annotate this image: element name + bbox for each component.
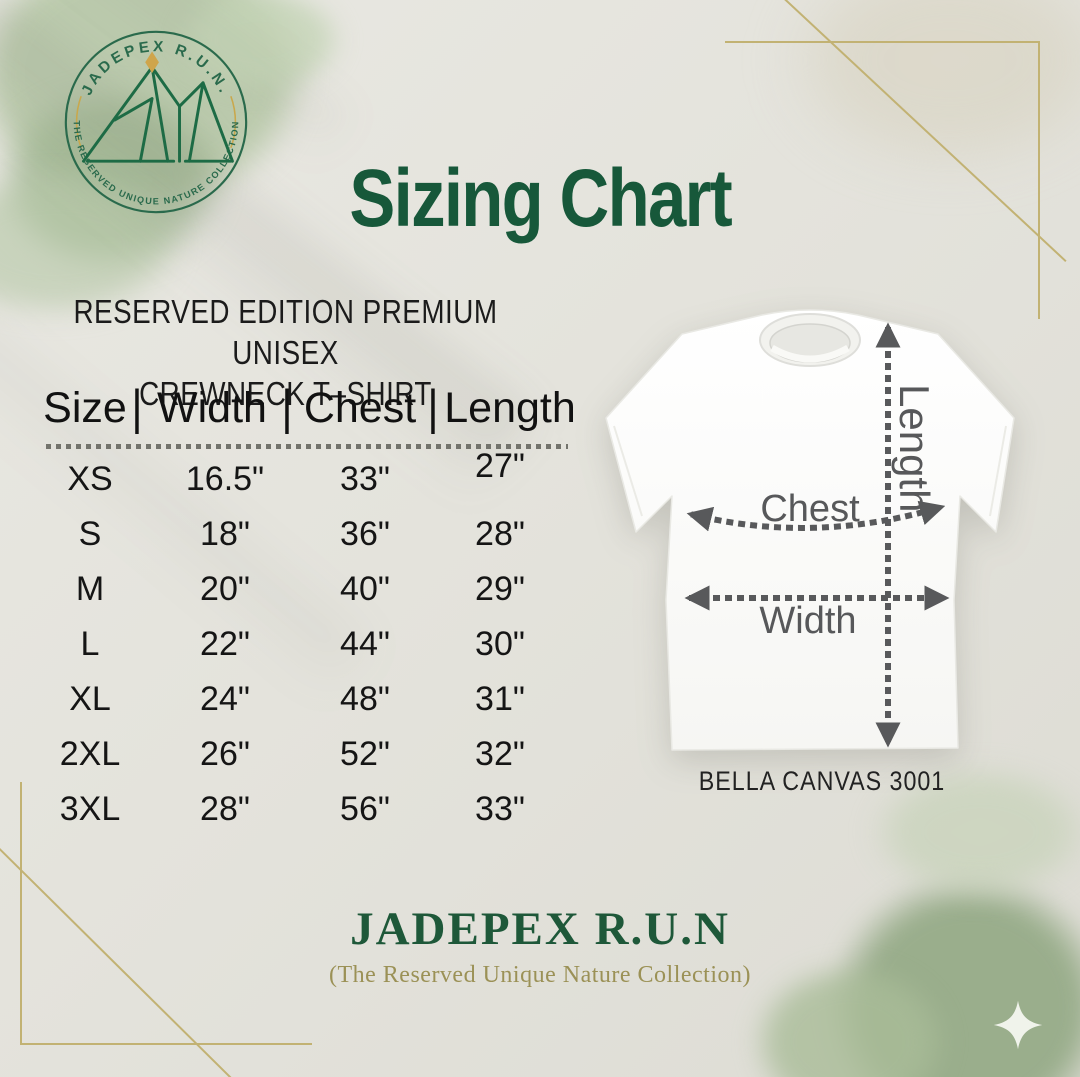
cell-width: 22" xyxy=(200,625,250,663)
brand-logo-badge: JADEPEX R.U.N. THE RESERVED UNIQUE NATUR… xyxy=(58,24,254,220)
header-separator: | xyxy=(131,380,143,436)
table-row-s: S 18" 36" 28" xyxy=(40,507,580,562)
gold-line-bottom-left-vertical xyxy=(20,782,22,1045)
footer-tagline: (The Reserved Unique Nature Collection) xyxy=(328,962,752,988)
sleeve-seam-left xyxy=(613,425,643,517)
cell-width: 28" xyxy=(200,790,250,828)
cell-width: 24" xyxy=(200,680,250,718)
cell-size: XS xyxy=(67,460,113,498)
cell-size: M xyxy=(75,570,105,608)
sparkle-icon xyxy=(990,997,1046,1053)
chest-label: Chest xyxy=(760,488,860,530)
logo-outer-ring xyxy=(64,30,248,214)
gold-line-top-right-diagonal xyxy=(783,0,1067,263)
cell-chest: 52" xyxy=(340,735,390,773)
footer-brand-name: JADEPEX R.U.N xyxy=(350,903,730,955)
column-header-length: Length xyxy=(444,384,576,432)
size-table-header: Size | Width | Chest | Length xyxy=(40,380,580,435)
cell-size: XL xyxy=(69,680,111,718)
collar-front-band xyxy=(770,344,850,363)
product-heading-line1: RESERVED EDITION PREMIUM UNISEX xyxy=(73,294,498,372)
cell-chest: 44" xyxy=(340,625,390,663)
chest-arrow-line xyxy=(686,500,946,532)
header-separator: | xyxy=(427,380,439,436)
cell-size: S xyxy=(78,515,102,553)
cell-length: 27" xyxy=(475,447,525,485)
sleeve-seam-right xyxy=(989,425,1007,517)
gold-line-top-right-vertical xyxy=(1038,41,1040,319)
table-row-3xl: 3XL 28" 56" 33" xyxy=(40,782,580,837)
cell-size: 3XL xyxy=(59,790,121,828)
column-header-width: Width xyxy=(157,384,267,432)
column-header-chest: Chest xyxy=(303,384,417,432)
cell-width: 20" xyxy=(200,570,250,608)
cell-width: 18" xyxy=(200,515,250,553)
table-row-xl: XL 24" 48" 31" xyxy=(40,672,580,727)
table-row-xs: XS 16.5" 33" 27" xyxy=(40,447,580,507)
cell-length: 32" xyxy=(475,735,525,773)
length-label: Length xyxy=(891,384,938,513)
logo-gold-arc-right xyxy=(230,95,237,149)
fabric-note: BELLA CANVAS 3001 xyxy=(699,766,946,797)
width-label: Width xyxy=(759,600,857,642)
table-row-l: L 22" 44" 30" xyxy=(40,617,580,672)
cell-length: 30" xyxy=(475,625,525,663)
watercolor-blob-bottom-right-mid xyxy=(720,937,980,1077)
logo-arc-bottom-text: THE RESERVED UNIQUE NATURE COLLECTION xyxy=(72,120,241,206)
cell-chest: 36" xyxy=(340,515,390,553)
product-heading-line2: CREWNECK T–SHIRT xyxy=(139,376,432,413)
cell-length: 31" xyxy=(475,680,525,718)
size-table: XS 16.5" 33" 27" S 18" 36" 28" M 20" 40"… xyxy=(40,447,580,837)
table-row-m: M 20" 40" 29" xyxy=(40,562,580,617)
watercolor-tint-top-right xyxy=(740,0,1080,200)
cell-chest: 33" xyxy=(340,460,390,498)
dotted-divider xyxy=(46,444,568,449)
gold-line-top-right-horizontal xyxy=(725,41,1040,43)
cell-chest: 48" xyxy=(340,680,390,718)
cell-length: 29" xyxy=(475,570,525,608)
cell-chest: 40" xyxy=(340,570,390,608)
page-title: Sizing Chart xyxy=(349,153,732,244)
header-separator: | xyxy=(281,380,293,436)
cell-size: L xyxy=(80,625,100,663)
gold-line-bottom-left-horizontal xyxy=(20,1043,312,1045)
cell-chest: 56" xyxy=(340,790,390,828)
cell-width: 16.5" xyxy=(185,460,265,498)
cell-length: 33" xyxy=(475,790,525,828)
cell-size: 2XL xyxy=(59,735,121,773)
cell-width: 26" xyxy=(200,735,250,773)
logo-gold-arc-left xyxy=(75,95,82,149)
table-row-2xl: 2XL 26" 52" 32" xyxy=(40,727,580,782)
product-heading: RESERVED EDITION PREMIUM UNISEX CREWNECK… xyxy=(33,292,538,413)
column-header-size: Size xyxy=(43,384,127,432)
tshirt-diagram xyxy=(600,300,1020,770)
cell-length: 28" xyxy=(475,515,525,553)
